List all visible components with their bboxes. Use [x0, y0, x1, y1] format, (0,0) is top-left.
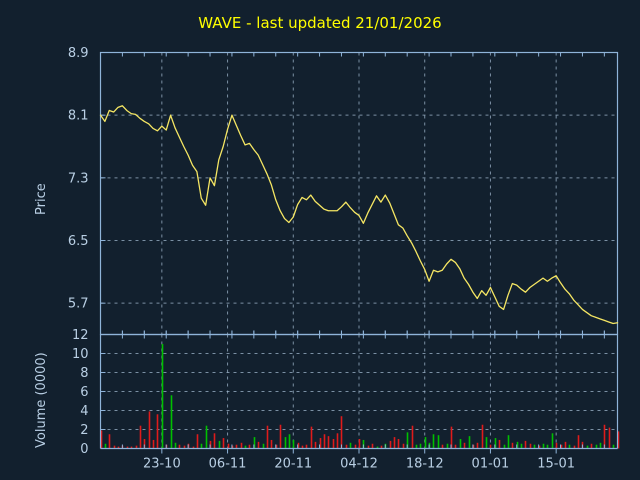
volume-ytick-label: 2 — [80, 423, 88, 438]
price-line — [99, 105, 619, 325]
volume-ytick-label: 4 — [80, 404, 88, 419]
xtick-label: 18-12 — [406, 457, 444, 472]
price-ytick-label: 6.5 — [68, 234, 89, 249]
price-ytick-label: 5.7 — [68, 297, 89, 312]
volume-ytick-label: 10 — [72, 347, 89, 362]
xtick-label: 04-12 — [340, 457, 378, 472]
volume-ytick-label: 6 — [80, 385, 88, 400]
xtick-label: 23-10 — [143, 457, 181, 472]
price-ytick-label: 8.1 — [68, 109, 89, 124]
volume-ytick-label: 8 — [80, 366, 88, 381]
chart-title: WAVE - last updated 21/01/2026 — [198, 14, 442, 32]
xtick-label: 15-01 — [537, 457, 575, 472]
volume-ytick-label: 12 — [72, 328, 89, 343]
xtick-label: 20-11 — [274, 457, 312, 472]
volume-ytick-label: 0 — [80, 442, 88, 457]
xtick-label: 06-11 — [209, 457, 247, 472]
price-ytick-label: 8.9 — [68, 46, 89, 61]
xtick-label: 01-01 — [472, 457, 510, 472]
price-ytick-label: 7.3 — [68, 171, 89, 186]
